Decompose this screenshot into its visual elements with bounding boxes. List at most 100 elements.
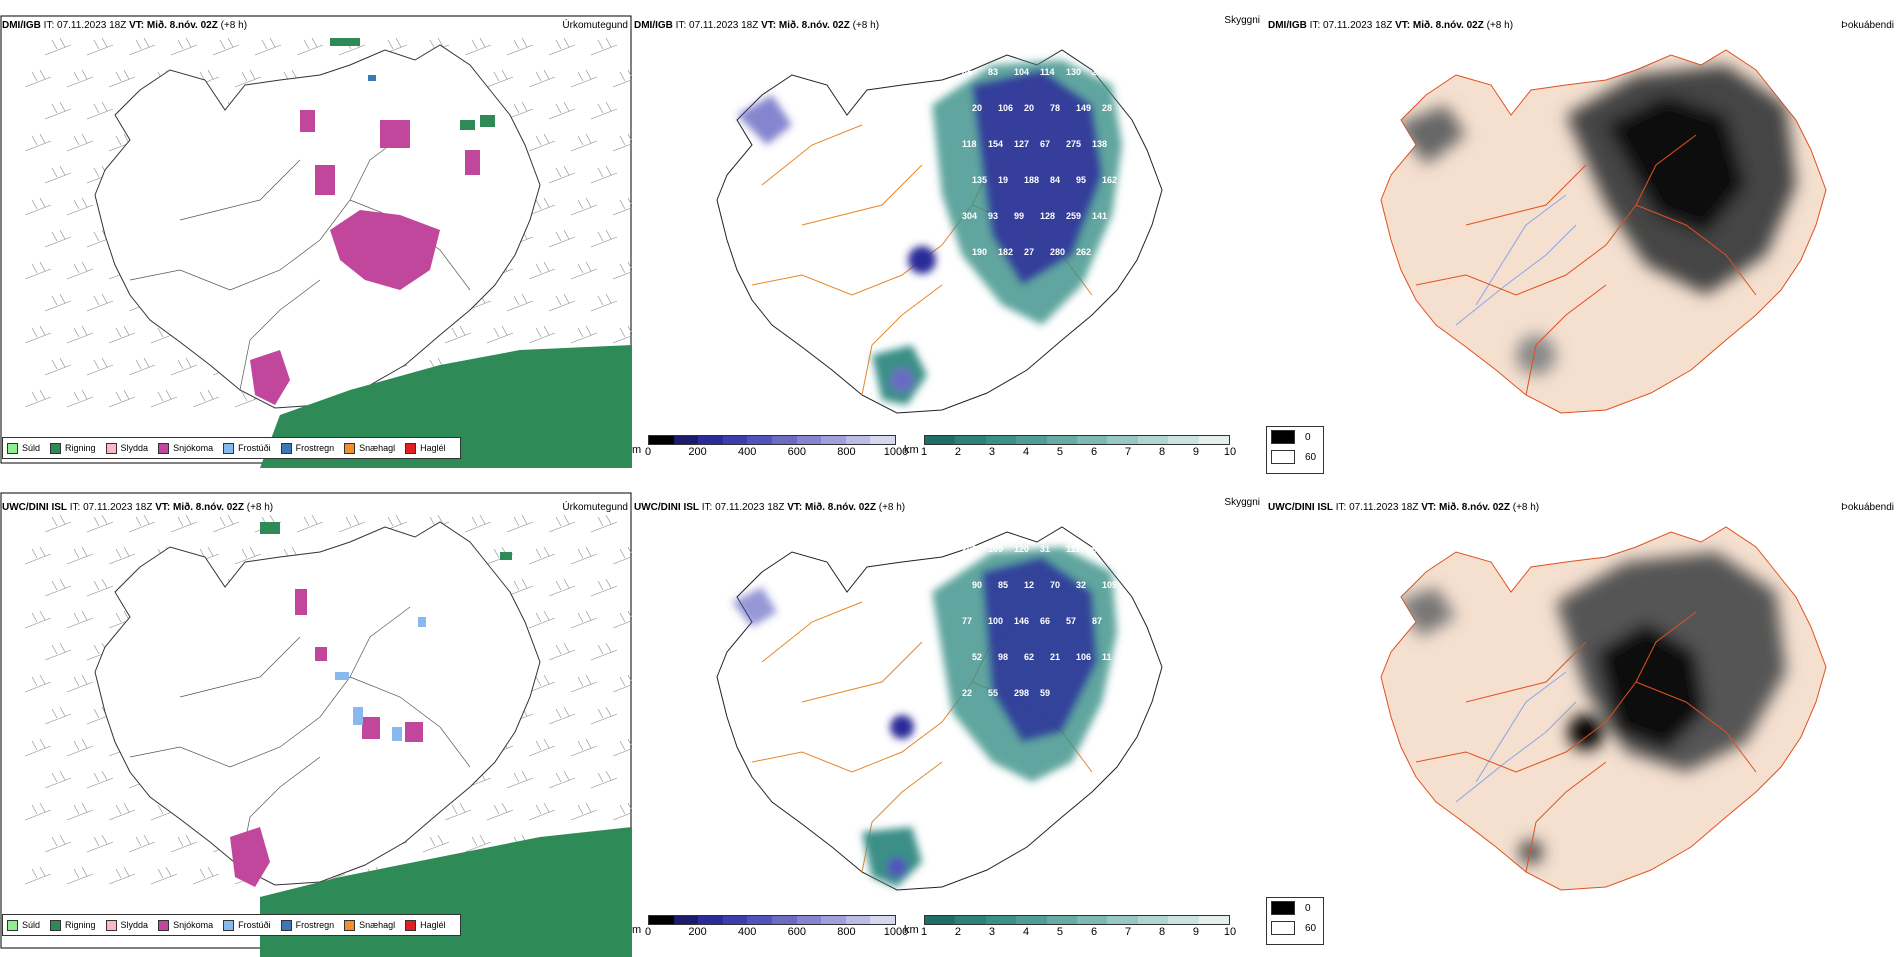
- wind-barb: [128, 357, 156, 376]
- wind-barb: [506, 770, 534, 789]
- visibility-value-label: 27: [1024, 247, 1034, 257]
- colorbar-tick: 200: [688, 446, 707, 458]
- visibility-value-label: 262: [1076, 247, 1091, 257]
- colorbar-segment: [1107, 916, 1138, 924]
- wind-barb: [24, 133, 52, 152]
- colorbar-segment: [1137, 916, 1169, 924]
- it-value: 07.11.2023 18Z: [689, 20, 759, 31]
- visibility-value-label: 24: [1092, 67, 1102, 77]
- wind-barb: [44, 229, 72, 248]
- wind-barb: [570, 261, 598, 280]
- wind-barb: [24, 197, 52, 216]
- legend-item: Slydda: [105, 442, 148, 454]
- vt-value: Mið. 8.nóv. 02Z: [1412, 20, 1484, 31]
- legend-swatch: [105, 442, 117, 454]
- fog-legend-label: 60: [1305, 451, 1317, 463]
- legend-swatch: [405, 919, 417, 931]
- visibility-value-label: 19: [998, 175, 1008, 185]
- visibility-value-label: 106: [998, 103, 1013, 113]
- colorbar-segment: [747, 916, 772, 924]
- visibility-value-label: 209: [962, 544, 977, 554]
- colorbar-tick: 8: [1158, 446, 1166, 458]
- visibility-value-label: 32: [1076, 580, 1086, 590]
- wind-barb: [528, 546, 556, 565]
- wind-barb: [590, 514, 618, 533]
- wind-barb: [612, 674, 632, 693]
- colorbar-segment: [1077, 916, 1108, 924]
- vt-label: VT:: [1395, 20, 1411, 31]
- wind-barb: [548, 514, 576, 533]
- wind-barb: [444, 325, 472, 344]
- panel-title: Þokuábendi: [1841, 20, 1894, 31]
- colorbar-segment: [649, 436, 674, 444]
- legend-swatch: [280, 442, 292, 454]
- wind-barb: [506, 514, 534, 533]
- vt-label: VT:: [129, 20, 145, 31]
- visibility-map: 85 83 104 114 130 24 20 106 20 78 149 28 118 154 127 67…: [716, 49, 1163, 414]
- wind-barb: [128, 834, 156, 853]
- low-visibility-areas: [737, 60, 1122, 405]
- wind-barb: [570, 738, 598, 757]
- wind-barb: [548, 229, 576, 248]
- visibility-value-label: 85: [998, 580, 1008, 590]
- low-visibility-areas: [732, 547, 1117, 887]
- panel-header: DMI/IGB IT: 07.11.2023 18Z VT: Mið. 8.nó…: [1268, 20, 1513, 31]
- visibility-m-colorbar: m 0 200 400 600 800 1000: [632, 435, 908, 465]
- visibility-value-label: 95: [1076, 175, 1086, 185]
- road-network: [1415, 611, 1757, 873]
- iceland-outline: [94, 44, 541, 409]
- legend-label: Frostúði: [238, 920, 271, 930]
- model-name: DMI/IGB: [1268, 20, 1307, 31]
- wind-barb: [590, 37, 618, 56]
- fog-legend: 0 60: [1266, 426, 1324, 474]
- wind-barb: [44, 165, 72, 184]
- wind-barb: [170, 357, 198, 376]
- wind-barb: [548, 165, 576, 184]
- road-network: [129, 606, 471, 868]
- colorbar-segment: [821, 436, 846, 444]
- wind-barb: [234, 69, 262, 88]
- visibility-value-label: 104: [1014, 67, 1029, 77]
- colorbar-segment: [771, 916, 797, 924]
- visibility-value-label: 149: [1076, 103, 1091, 113]
- visibility-value-label: 135: [972, 175, 987, 185]
- wind-barb: [86, 834, 114, 853]
- wind-barb: [570, 674, 598, 693]
- visibility-value-label: 21: [1050, 652, 1060, 662]
- panel-header: UWC/DINI ISL IT: 07.11.2023 18Z VT: Mið.…: [1268, 502, 1539, 513]
- visibility-value-label: 12: [1024, 580, 1034, 590]
- wind-barb: [44, 706, 72, 725]
- colorbar-tick: 6: [1090, 926, 1098, 938]
- visibility-value-label: 138: [1092, 139, 1107, 149]
- colorbar-segment: [925, 436, 956, 444]
- visibility-km-colorbar: km 1 2 3 4 5 6 7 8 9 10: [904, 915, 1236, 945]
- precip-legend: Súld Rigning Slydda Snjókoma Frostúði Frostre…: [2, 437, 461, 459]
- colorbar-segment: [747, 436, 772, 444]
- road-network: [751, 601, 1093, 873]
- colorbar-unit: km: [904, 924, 919, 936]
- visibility-value-label: 190: [972, 247, 987, 257]
- fog-legend-swatch: [1271, 450, 1295, 464]
- wind-barb: [24, 866, 52, 885]
- fog-indicator-panel-uwc: UWC/DINI ISL IT: 07.11.2023 18Z VT: Mið.…: [1266, 492, 1898, 957]
- colorbar-segment: [722, 916, 748, 924]
- wind-barb: [108, 802, 136, 821]
- visibility-value-label: 130: [1066, 67, 1081, 77]
- legend-item: Snjókoma: [158, 442, 213, 454]
- wind-barb: [570, 610, 598, 629]
- wind-barb: [528, 261, 556, 280]
- fog-legend-swatch: [1271, 921, 1295, 935]
- wind-barb: [548, 706, 576, 725]
- wind-barb: [170, 514, 198, 533]
- wind-barb: [528, 674, 556, 693]
- legend-swatch: [7, 442, 18, 454]
- wind-barb: [528, 610, 556, 629]
- iceland-outline: [94, 521, 541, 886]
- colorbar-segment: [1077, 436, 1108, 444]
- visibility-value-label: 90: [972, 580, 982, 590]
- wind-barb: [66, 69, 94, 88]
- wind-barb: [128, 37, 156, 56]
- wind-barb: [590, 578, 618, 597]
- it-label: IT:: [1309, 20, 1321, 31]
- wind-barb: [24, 389, 52, 408]
